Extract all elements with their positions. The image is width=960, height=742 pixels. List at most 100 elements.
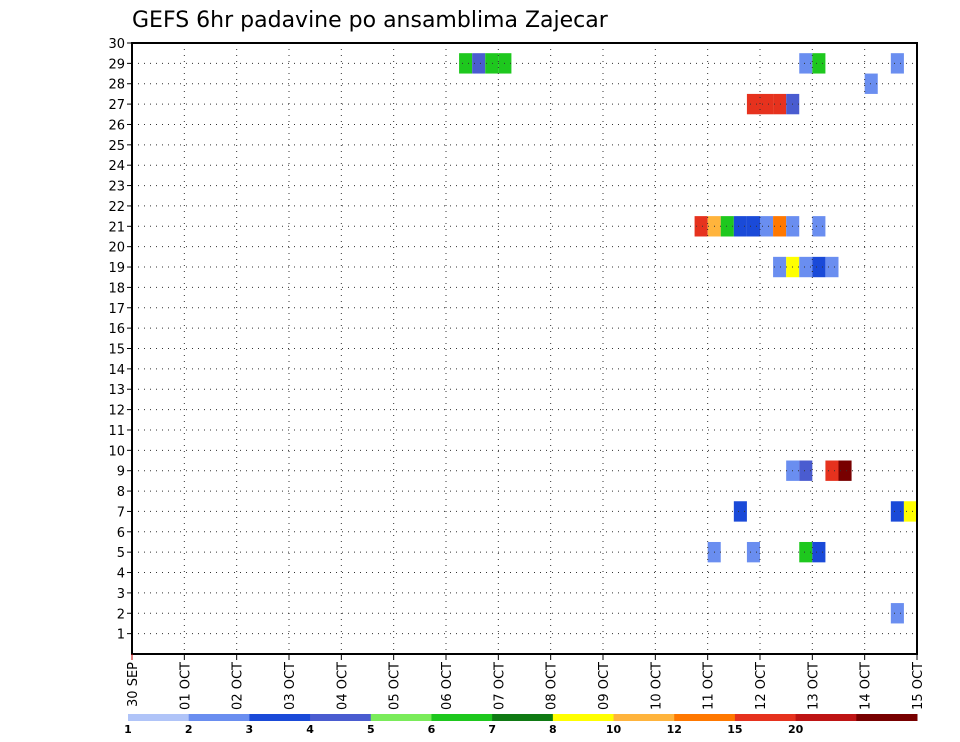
colorbar-segment-12	[856, 714, 918, 721]
y-tick-label-11: 11	[108, 424, 125, 439]
cell-member-29-4	[799, 53, 813, 74]
y-tick-label-17: 17	[108, 302, 125, 317]
colorbar-segment-1	[188, 714, 250, 721]
colorbar-label-4: 4	[306, 723, 314, 736]
y-tick-label-4: 4	[117, 567, 125, 582]
x-tick-label-12: 12 OCT	[754, 662, 769, 710]
cell-member-7-30	[733, 501, 747, 522]
cell-member-28-7	[864, 73, 878, 94]
colorbar-label-6: 6	[428, 723, 436, 736]
colorbar-segment-2	[249, 714, 311, 721]
y-tick-label-28: 28	[108, 78, 125, 93]
cell-member-2-37	[890, 603, 904, 624]
x-tick-label-15: 15 OCT	[911, 662, 926, 710]
colorbar-segment-10	[734, 714, 797, 721]
colorbar-label-15: 15	[727, 723, 742, 736]
x-tick-label-9: 09 OCT	[597, 662, 612, 710]
x-tick-label-13: 13 OCT	[806, 662, 821, 710]
y-tick-label-18: 18	[108, 281, 125, 296]
cell-member-29-5	[812, 53, 826, 74]
y-tick-label-30: 30	[108, 37, 125, 52]
cell-member-5-36	[812, 541, 826, 563]
x-tick-label-0: 30 SEP	[126, 662, 141, 707]
y-tick-label-19: 19	[108, 261, 125, 276]
colorbar-segment-9	[674, 714, 736, 721]
y-tick-label-8: 8	[117, 485, 125, 500]
cell-member-5-34	[746, 541, 760, 563]
colorbar-segment-5	[431, 714, 493, 721]
cell-member-19-21	[773, 256, 787, 278]
cell-member-21-12	[694, 216, 708, 237]
y-tick-label-22: 22	[108, 200, 125, 215]
cell-member-19-23	[799, 256, 813, 278]
cell-member-29-2	[485, 53, 499, 74]
colorbar-segment-4	[370, 714, 432, 721]
cell-member-19-25	[825, 256, 839, 278]
y-tick-label-24: 24	[108, 159, 125, 174]
y-tick-label-7: 7	[117, 505, 125, 520]
cell-member-19-24	[812, 256, 826, 278]
x-tick-label-6: 06 OCT	[440, 662, 455, 710]
x-tick-label-14: 14 OCT	[859, 662, 874, 710]
y-tick-label-16: 16	[108, 322, 125, 337]
cells-layer	[459, 53, 917, 624]
colorbar-segment-6	[492, 714, 554, 721]
colorbar-segment-3	[310, 714, 372, 721]
y-tick-label-3: 3	[117, 587, 125, 602]
colorbar-label-10: 10	[606, 723, 622, 736]
cell-member-7-32	[903, 501, 917, 522]
x-tick-label-8: 08 OCT	[545, 662, 560, 710]
y-tick-label-23: 23	[108, 180, 125, 195]
colorbar-label-2: 2	[185, 723, 193, 736]
cell-member-7-31	[890, 501, 904, 522]
cell-member-27-8	[746, 93, 760, 115]
y-tick-label-25: 25	[108, 139, 125, 154]
y-tick-label-13: 13	[108, 383, 125, 398]
cell-member-21-16	[746, 216, 760, 237]
cell-member-29-0	[459, 53, 473, 74]
x-tick-label-10: 10 OCT	[649, 662, 664, 710]
cell-member-9-28	[825, 460, 839, 481]
y-axis: 1234567891011121314151617181920212223242…	[108, 37, 132, 643]
colorbar-label-1: 1	[124, 723, 132, 736]
cell-member-9-27	[799, 460, 813, 481]
cell-member-21-18	[773, 216, 787, 237]
colorbar-label-5: 5	[367, 723, 375, 736]
y-tick-label-1: 1	[117, 628, 125, 643]
y-tick-label-20: 20	[108, 241, 125, 256]
cell-member-21-14	[720, 216, 734, 237]
colorbar-label-8: 8	[549, 723, 557, 736]
cell-member-21-20	[812, 216, 826, 237]
colorbar-segment-7	[552, 714, 615, 721]
cell-member-27-10	[773, 93, 787, 115]
colorbar: 1 2 3 4 5 6 7 8 10 12 15 20	[124, 714, 918, 736]
cell-member-27-9	[760, 93, 774, 115]
x-tick-label-11: 11 OCT	[702, 662, 717, 710]
colorbar-label-7: 7	[488, 723, 496, 736]
x-tick-label-3: 03 OCT	[283, 662, 298, 710]
cell-member-29-1	[472, 53, 486, 74]
y-tick-label-29: 29	[108, 57, 125, 72]
y-tick-label-12: 12	[108, 404, 125, 419]
y-tick-label-10: 10	[108, 444, 125, 459]
y-tick-label-15: 15	[108, 343, 125, 358]
cell-member-21-15	[733, 216, 747, 237]
cell-member-9-29	[838, 460, 852, 481]
y-tick-label-5: 5	[117, 546, 125, 561]
x-tick-label-4: 04 OCT	[335, 662, 350, 710]
y-tick-label-27: 27	[108, 98, 125, 113]
y-tick-label-21: 21	[108, 220, 125, 235]
chart-title: GEFS 6hr padavine po ansamblima Zajecar	[132, 8, 609, 33]
y-tick-label-2: 2	[117, 607, 125, 622]
y-tick-label-6: 6	[117, 526, 125, 541]
x-tick-label-2: 02 OCT	[231, 662, 246, 710]
colorbar-segment-11	[795, 714, 857, 721]
colorbar-label-3: 3	[246, 723, 254, 736]
y-tick-label-14: 14	[108, 363, 125, 378]
colorbar-segment-0	[128, 714, 190, 721]
colorbar-segment-8	[613, 714, 675, 721]
cell-member-29-6	[890, 53, 904, 74]
y-tick-label-9: 9	[117, 465, 125, 480]
y-tick-label-26: 26	[108, 118, 125, 133]
